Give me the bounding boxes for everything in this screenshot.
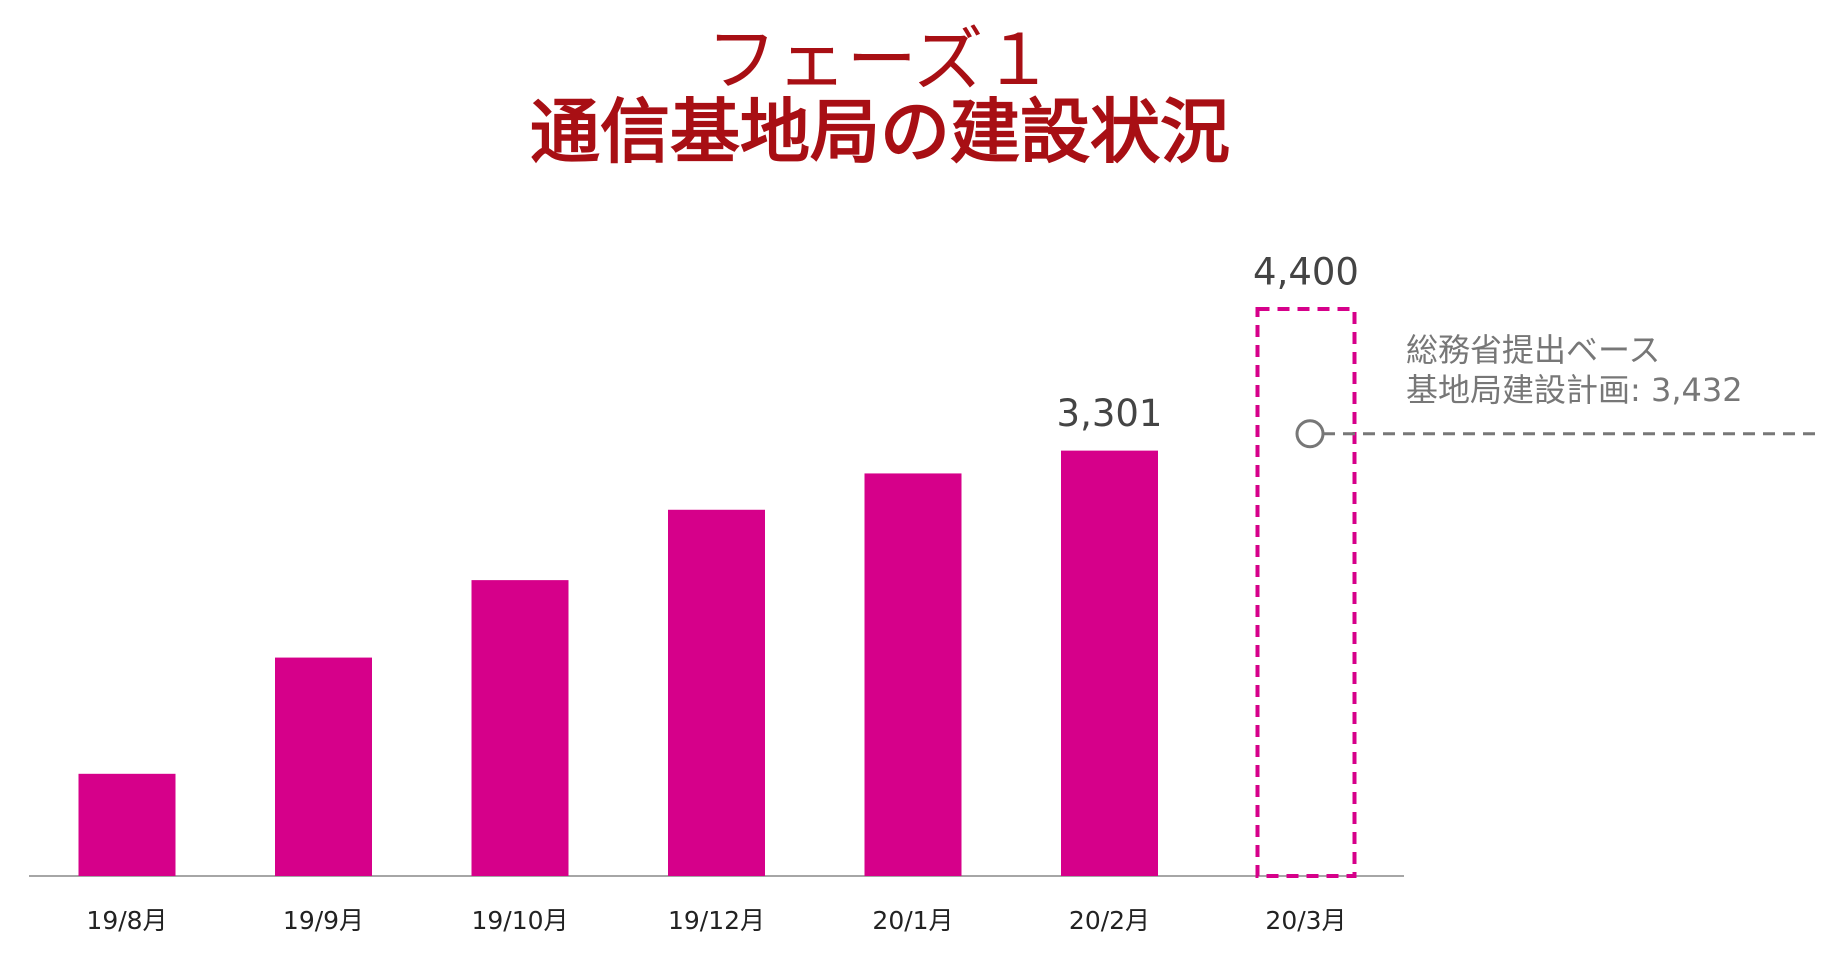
reference-label: 基地局建設計画: 3,432 (1406, 371, 1743, 409)
x-tick-label: 19/8月 (86, 906, 167, 935)
bar (864, 473, 962, 876)
x-tick-label: 20/2月 (1069, 906, 1150, 935)
chart-title: フェーズ１ (707, 19, 1054, 101)
x-tick-label: 19/12月 (668, 906, 765, 935)
bar (471, 580, 569, 876)
x-tick-label: 20/3月 (1265, 906, 1346, 935)
x-tick-label: 19/9月 (283, 906, 364, 935)
x-tick-label: 20/1月 (872, 906, 953, 935)
reference-label: 総務省提出ベース (1406, 331, 1660, 369)
bar (1061, 450, 1158, 876)
chart-title: 通信基地局の建設状況 (530, 91, 1230, 173)
bar (275, 657, 372, 876)
bar (668, 509, 765, 876)
reference-marker (1295, 419, 1325, 449)
bar (1255, 307, 1357, 878)
x-tick-label: 19/10月 (471, 906, 568, 935)
bar (78, 773, 176, 876)
value-label: 4,400 (1253, 251, 1359, 294)
value-label: 3,301 (1057, 392, 1163, 435)
